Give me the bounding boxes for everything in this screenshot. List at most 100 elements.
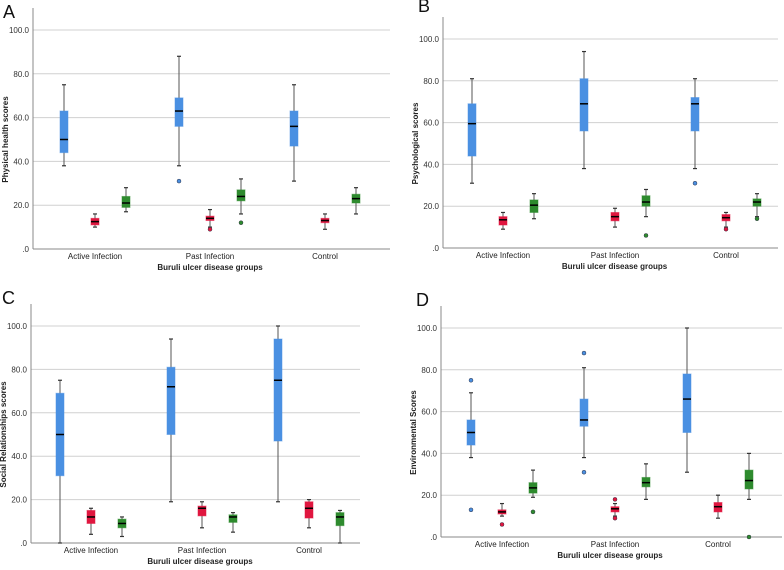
box-plot [236, 178, 246, 225]
box-plot [579, 50, 589, 170]
y-tick-label: .0 [20, 539, 27, 548]
x-category-label: Active Infection [475, 540, 529, 549]
box-plot [528, 469, 538, 515]
box [121, 195, 131, 208]
box [197, 505, 207, 517]
box-plot [289, 84, 299, 182]
panel-letter: D [416, 290, 429, 310]
box [641, 195, 651, 207]
box-plot [228, 512, 238, 533]
box-plot [579, 350, 589, 475]
y-tick-label: .0 [432, 244, 439, 253]
box [690, 97, 700, 132]
x-axis-title: Buruli ulcer disease groups [557, 551, 663, 560]
panel-letter: B [418, 0, 430, 16]
box [498, 216, 508, 226]
outlier-point [692, 180, 698, 186]
panel-letter: A [3, 2, 15, 22]
x-axis-title: Buruli ulcer disease groups [562, 262, 668, 271]
box-plot [166, 338, 176, 503]
outlier-point [238, 220, 244, 225]
y-tick-label: 60.0 [11, 409, 27, 418]
x-category-label: Active Infection [64, 546, 118, 555]
box-plot [752, 193, 762, 221]
x-category-label: Past Infection [591, 251, 639, 260]
box-plot [713, 494, 723, 519]
box [273, 338, 283, 442]
y-tick-label: 80.0 [13, 70, 29, 79]
y-tick-label: 60.0 [421, 408, 437, 417]
box-plot [304, 499, 314, 529]
box-plot [529, 193, 539, 220]
box-plot [497, 502, 507, 527]
y-axis-title: Environmental Scores [409, 390, 418, 475]
box [174, 97, 184, 127]
y-tick-label: 40.0 [13, 157, 29, 166]
x-category-label: Control [296, 546, 322, 555]
box [682, 373, 692, 434]
box-plot [610, 497, 620, 521]
panel-letter: C [2, 288, 15, 308]
box-plot [197, 501, 207, 529]
outlier-point [468, 378, 474, 383]
x-category-label: Past Infection [178, 546, 226, 555]
x-category-label: Control [312, 252, 338, 261]
box [289, 110, 299, 147]
box-plot [744, 452, 754, 540]
x-category-label: Past Infection [186, 252, 234, 261]
panel-c: C .0 20.0 40.0 60.0 80.0 100.0 Social Relations… [0, 288, 360, 566]
y-tick-label: 60.0 [13, 114, 29, 123]
y-tick-label: 40.0 [421, 449, 437, 458]
box-plot [721, 211, 731, 232]
y-tick-label: .0 [430, 533, 437, 542]
outlier-point [581, 350, 587, 356]
outlier-point [612, 515, 618, 521]
y-tick-label: .0 [22, 245, 29, 254]
box-plot [641, 463, 651, 500]
box-plot [59, 84, 69, 167]
box-plot [55, 379, 65, 544]
outlier-point [612, 497, 618, 502]
x-category-label: Active Infection [476, 251, 530, 260]
y-tick-label: 100.0 [417, 324, 438, 333]
box-plot [690, 78, 700, 186]
box-plot [610, 207, 620, 228]
outlier-point [581, 469, 587, 475]
box-plot [121, 187, 131, 213]
box [228, 514, 238, 523]
box [304, 501, 314, 519]
box-plot [117, 516, 127, 538]
y-axis-title: Psychological scores [411, 102, 420, 184]
box [744, 469, 754, 490]
box-plot [641, 188, 651, 238]
box [335, 512, 345, 527]
y-tick-label: 40.0 [11, 452, 27, 461]
y-axis-title: Physical health scores [1, 96, 10, 183]
box-plot [90, 213, 100, 228]
box-plot [498, 211, 508, 230]
x-category-label: Control [713, 251, 739, 260]
y-tick-label: 100.0 [7, 322, 28, 331]
y-axis-title: Social Relationships scores [0, 381, 8, 488]
box [467, 103, 477, 157]
outlier-point [746, 534, 752, 540]
y-tick-label: 100.0 [9, 26, 30, 35]
box-plot [351, 187, 361, 215]
outlier-point [723, 226, 729, 232]
outlier-point [530, 509, 536, 515]
box-plot [335, 509, 345, 544]
y-tick-label: 20.0 [13, 201, 29, 210]
y-tick-label: 40.0 [423, 160, 439, 169]
y-tick-label: 20.0 [421, 491, 437, 500]
outlier-point [643, 233, 649, 238]
panel-d: D .0 20.0 40.0 60.0 80.0 100.0 Environmental Sc… [409, 290, 782, 560]
outlier-point [176, 178, 182, 184]
box [579, 398, 589, 427]
x-category-label: Active Infection [68, 252, 122, 261]
x-category-label: Past Infection [591, 540, 639, 549]
box-plot [682, 327, 692, 473]
x-category-label: Control [705, 540, 731, 549]
y-tick-label: 20.0 [423, 202, 439, 211]
y-tick-label: 80.0 [421, 366, 437, 375]
